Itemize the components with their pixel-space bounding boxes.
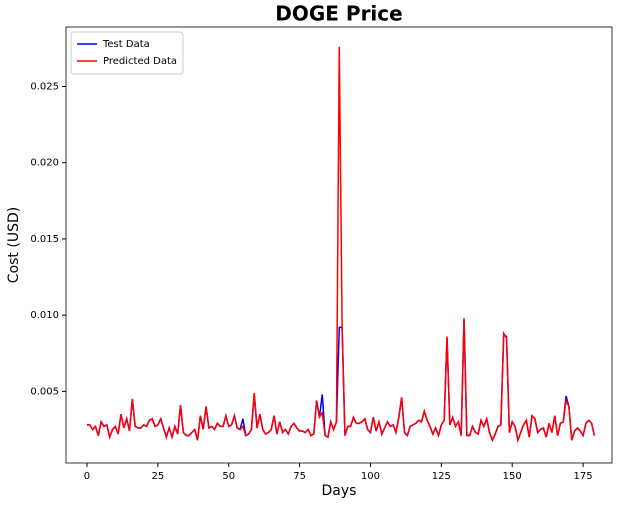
plot-frame <box>65 26 613 464</box>
data-line <box>86 46 596 443</box>
x-tick-label: 0 <box>84 471 90 482</box>
x-tick-label: 100 <box>361 471 380 482</box>
y-tick-label: 0.015 <box>30 234 59 245</box>
x-tick-label: 25 <box>151 471 164 482</box>
y-axis-label: Cost (USD) <box>6 207 22 283</box>
chart-title: DOGE Price <box>275 2 402 26</box>
x-tick-label: 125 <box>432 471 451 482</box>
data-line <box>86 319 596 443</box>
legend-box <box>70 31 184 75</box>
x-tick-label: 50 <box>222 471 235 482</box>
x-tick-label: 75 <box>293 471 306 482</box>
x-tick-label: 175 <box>574 471 593 482</box>
y-tick-label: 0.010 <box>30 310 59 321</box>
legend-label: Test Data <box>102 39 150 50</box>
y-tick-label: 0.025 <box>30 81 59 92</box>
y-tick-label: 0.020 <box>30 158 59 169</box>
legend-label: Predicted Data <box>103 56 177 67</box>
x-tick-label: 150 <box>503 471 522 482</box>
y-tick-label: 0.005 <box>30 386 59 397</box>
x-axis-label: Days <box>322 483 357 499</box>
